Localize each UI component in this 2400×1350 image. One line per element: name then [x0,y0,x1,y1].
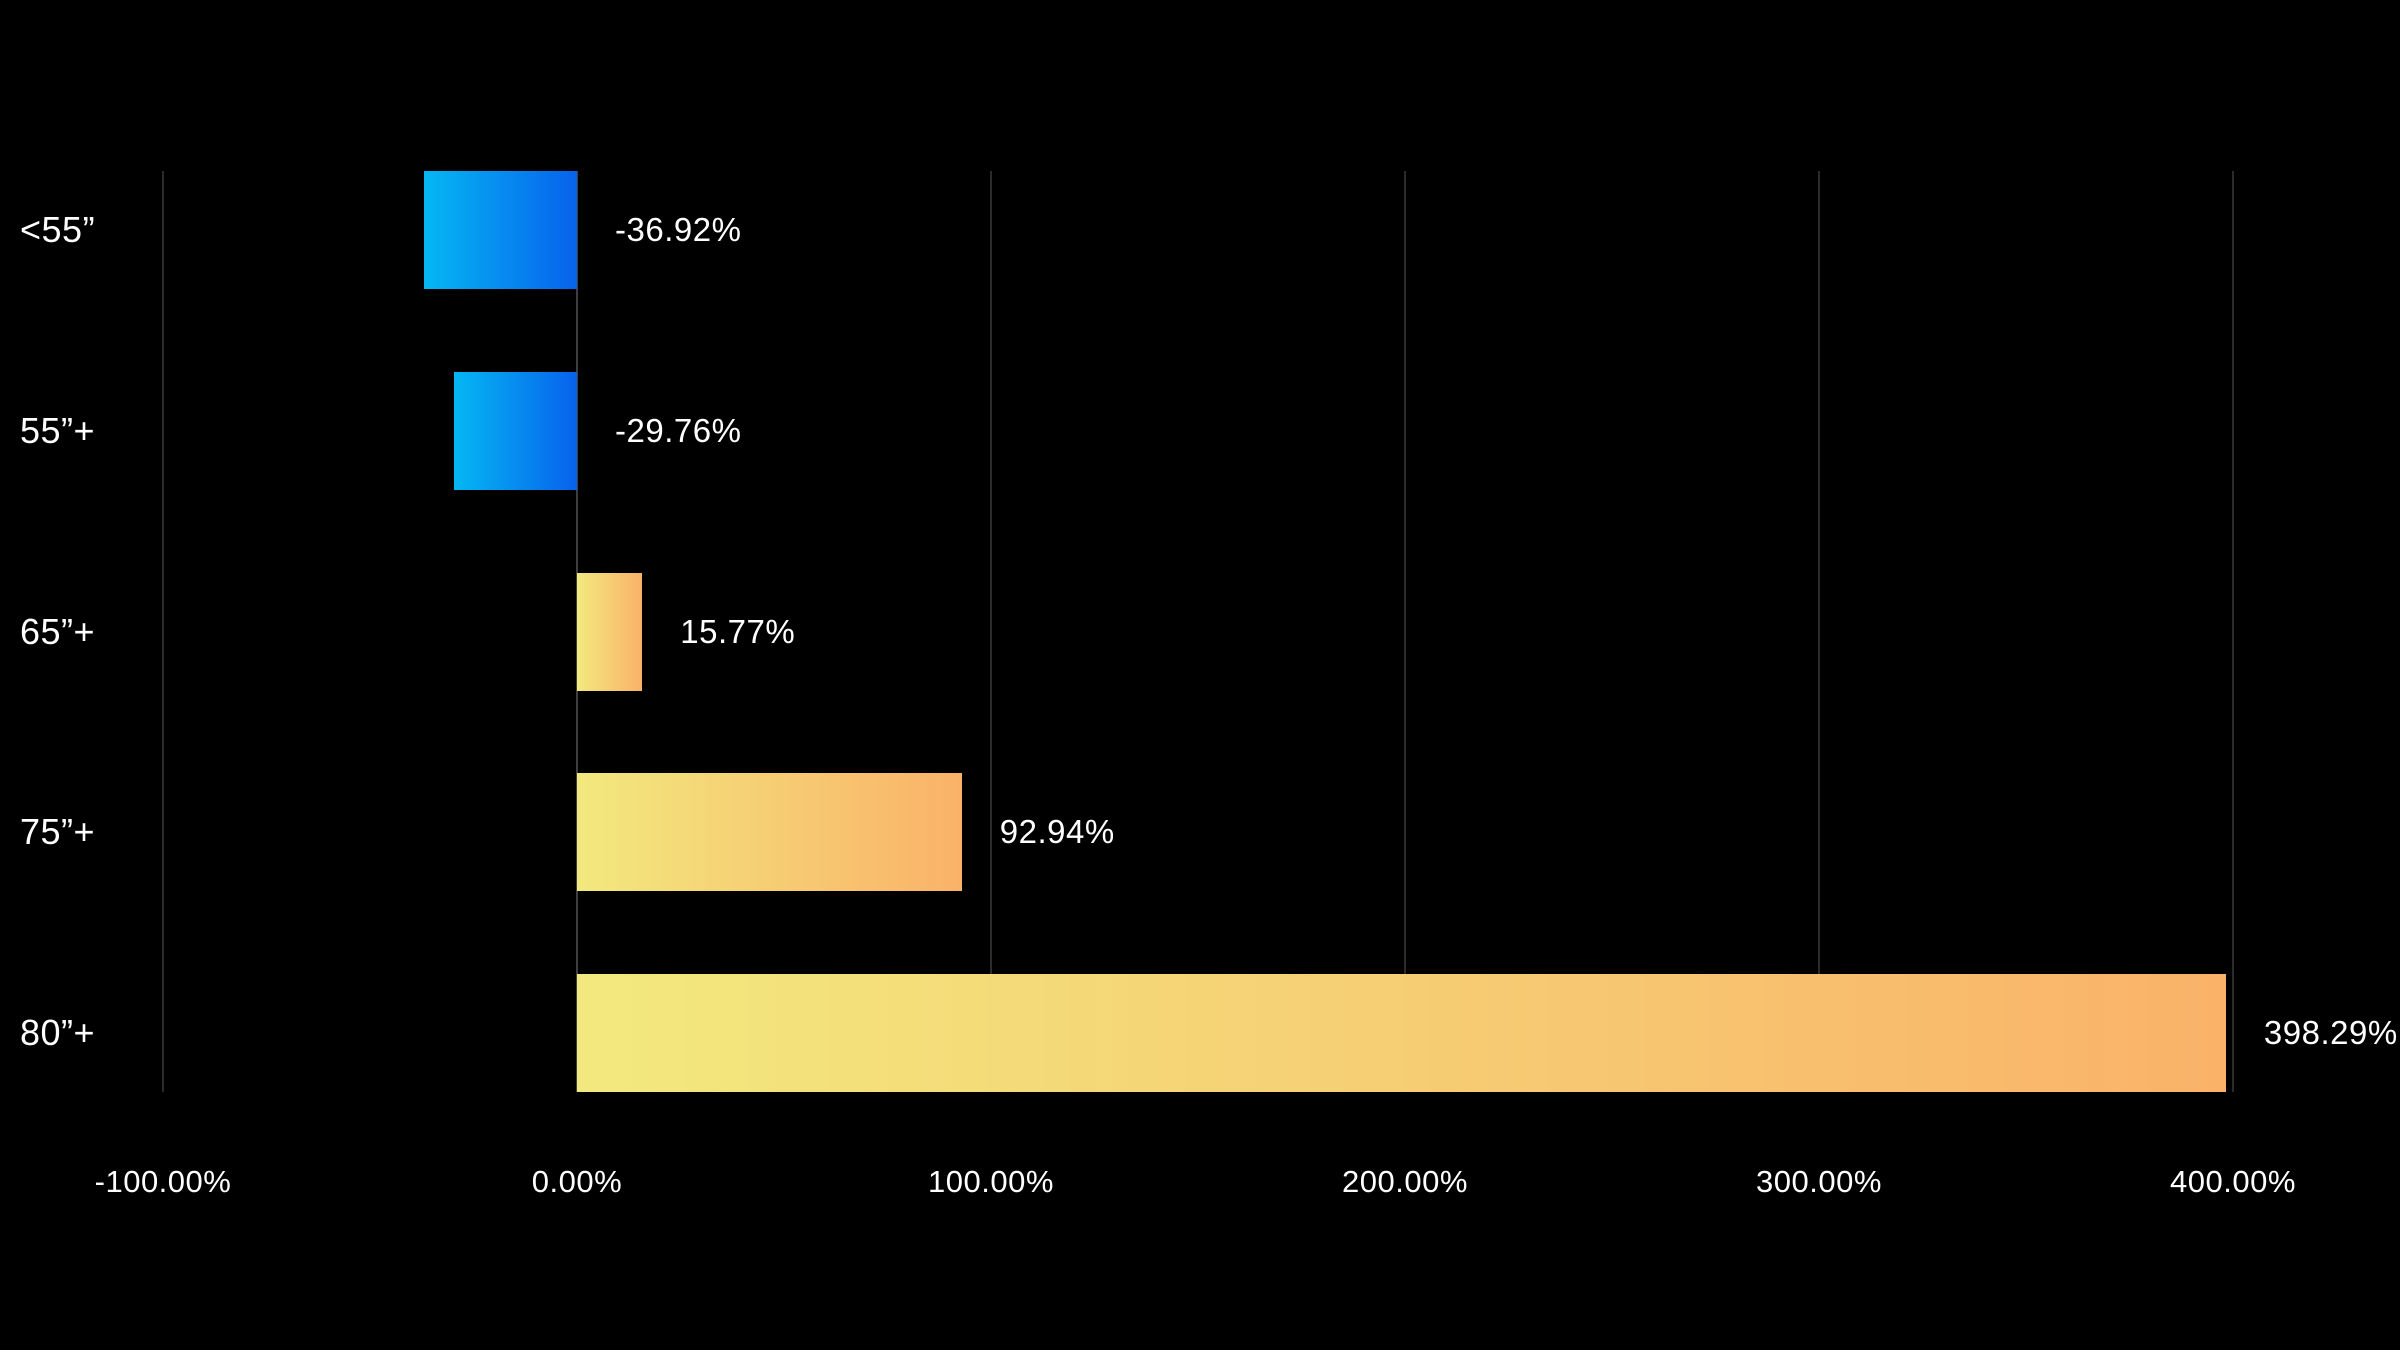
value-label: 92.94% [999,813,1115,851]
category-label: <55” [20,209,96,250]
bar[interactable] [577,974,2226,1092]
x-tick-label: 300.00% [1756,1164,1882,1199]
category-label: 55”+ [20,409,96,451]
x-tick-label: 0.00% [531,1164,623,1199]
bar[interactable] [577,572,643,691]
gridline [990,171,992,1092]
bar[interactable] [453,371,577,490]
category-label: 65”+ [20,610,96,652]
value-label: -36.92% [615,211,742,248]
gridline [162,171,164,1092]
category-label: 80”+ [20,1012,96,1053]
x-tick-label: 100.00% [928,1164,1054,1199]
category-label: 75”+ [20,811,96,853]
x-tick-label: -100.00% [94,1164,232,1199]
gridline [2232,171,2234,1092]
value-label: 398.29% [2263,1014,2398,1051]
gridline [1404,171,1406,1092]
bar[interactable] [424,171,577,289]
bar[interactable] [577,773,962,892]
x-tick-label: 200.00% [1342,1164,1468,1199]
gridline [1818,171,1820,1092]
value-label: -29.76% [615,411,742,449]
value-label: 15.77% [680,612,796,650]
x-tick-label: 400.00% [2170,1164,2296,1199]
